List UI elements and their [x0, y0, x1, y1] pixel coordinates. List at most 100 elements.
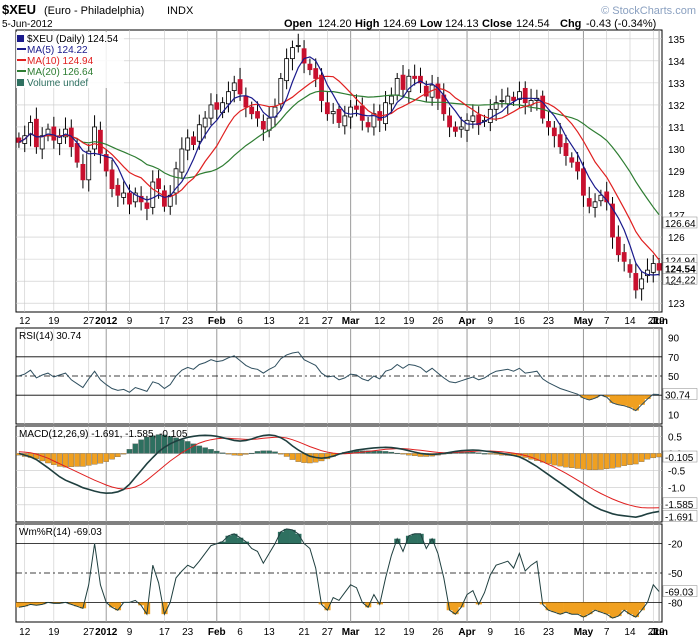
candle-body [365, 122, 371, 128]
macd-histogram-bar [586, 453, 593, 471]
wr-oversold-fill [74, 602, 81, 607]
wr-oversold-fill [114, 602, 122, 611]
x-tick-label: 12 [374, 627, 386, 638]
candle-body [656, 263, 662, 271]
price-y-tick-label: 127 [668, 211, 685, 222]
x-tick-label: May [574, 627, 594, 638]
x-tick-label: 16 [514, 316, 526, 327]
wr-overbought-fill [231, 533, 238, 544]
wr-oversold-fill [615, 602, 622, 617]
candle-body [319, 74, 324, 101]
candle-body [156, 178, 161, 190]
wr-oversold-fill [16, 602, 23, 608]
macd-histogram-bar [190, 443, 197, 454]
chg-value: -0.43 (-0.34%) [586, 18, 656, 30]
macd-histogram-bar [627, 453, 633, 465]
macd-histogram-bar [80, 453, 86, 467]
macd-histogram-bar [126, 449, 133, 454]
candle-body [505, 95, 511, 105]
macd-histogram-bar [272, 451, 278, 454]
legend-ma20: MA(20) 126.64 [27, 67, 94, 78]
price-y-tick-label: 123 [668, 299, 685, 310]
legend-volume: Volume undef [27, 78, 88, 89]
x-tick-label: 7 [604, 627, 610, 638]
wr-oversold-fill [39, 602, 46, 605]
macd-histogram-bar [650, 453, 657, 459]
candle-body [115, 184, 121, 196]
macd-histogram-bar [138, 439, 144, 454]
wr-oversold-fill [603, 602, 610, 615]
candle-body [249, 106, 255, 115]
wr-oversold-fill [632, 602, 640, 618]
x-tick-label: 2012 [95, 627, 118, 638]
x-tick-label: 14 [624, 316, 636, 327]
candle-body [493, 102, 499, 110]
rsi-oversold-fill [632, 395, 640, 411]
macd-histogram-bar [266, 450, 272, 454]
macd-histogram-bar [173, 437, 179, 454]
x-tick-label: 23 [182, 316, 194, 327]
x-tick-label: 12 [374, 316, 386, 327]
macd-signal-last-label-box [662, 497, 698, 510]
williams-r-panel: -80 -50 -20 -69.03 [15, 523, 698, 623]
candle-body [627, 264, 633, 273]
ma5-last-label: 124.22 [665, 275, 696, 286]
macd-y-tick-label: -0.5 [668, 467, 686, 478]
wr-oversold-fill [627, 602, 634, 615]
x-tick-label: 17 [159, 627, 171, 638]
price-y-tick-label: 135 [668, 35, 685, 46]
ma10-line [18, 75, 660, 261]
rsi-last-box [662, 388, 698, 400]
candle-body [394, 78, 400, 96]
x-tick-label: 29 [654, 316, 666, 327]
macd-histogram-bar [382, 451, 389, 454]
x-tick-label: 7 [604, 316, 610, 327]
wr-overbought-fill [411, 533, 418, 544]
macd-panel-frame [15, 425, 663, 523]
x-tick-label: 27 [322, 627, 334, 638]
candle-body [511, 96, 516, 101]
macd-histogram-bar [307, 453, 313, 464]
wr-overbought-fill [242, 541, 250, 544]
x-tick-label: 27 [83, 627, 95, 638]
x-tick-label: May [574, 316, 594, 327]
wr-overbought-fill [295, 533, 302, 544]
x-tick-label: 9 [127, 316, 133, 327]
x-tick-label: 26 [432, 316, 444, 327]
high-value: 124.69 [383, 18, 417, 30]
x-tick-label: 21 [299, 316, 311, 327]
candle-body [610, 203, 615, 238]
wr-oversold-fill [33, 602, 40, 606]
candle-body [540, 95, 546, 119]
wr-oversold-fill [109, 602, 116, 608]
candle-body [127, 192, 132, 205]
wr-overbought-fill [277, 531, 285, 544]
x-tick-label: 23 [543, 627, 555, 638]
macd-histogram-bar [295, 453, 302, 462]
candle-body [226, 91, 231, 105]
candle-body [74, 143, 80, 163]
watermark: © StockCharts.com [601, 5, 696, 17]
macd-histogram-bar [534, 453, 540, 461]
wr-oversold-fill [574, 602, 581, 615]
macd-line [18, 434, 660, 519]
x-tick-label: 21 [299, 627, 311, 638]
macd-y-tick-label: 0.5 [668, 432, 682, 443]
wr-oversold-fill [138, 602, 145, 606]
macd-histogram-bar [557, 453, 563, 467]
wr-oversold-fill [545, 602, 552, 611]
wr-oversold-fill [80, 602, 87, 609]
ohlc-readout: Open 124.20 High 124.69 Low 124.13 Close… [284, 18, 656, 30]
x-tick-label: 19 [403, 627, 415, 638]
candle-body [33, 118, 39, 148]
x-tick-label: 26 [432, 627, 444, 638]
candle-body [563, 143, 569, 156]
wr-overbought-fill [417, 533, 424, 544]
rsi-line [18, 351, 660, 412]
ma10-last-label: 124.94 [665, 256, 696, 267]
candle-body [324, 102, 330, 115]
rsi-oversold-fill [580, 395, 587, 399]
price-y-tick-label: 129 [668, 167, 685, 178]
macd-histogram-bar [62, 453, 69, 468]
candle-body [144, 202, 150, 209]
